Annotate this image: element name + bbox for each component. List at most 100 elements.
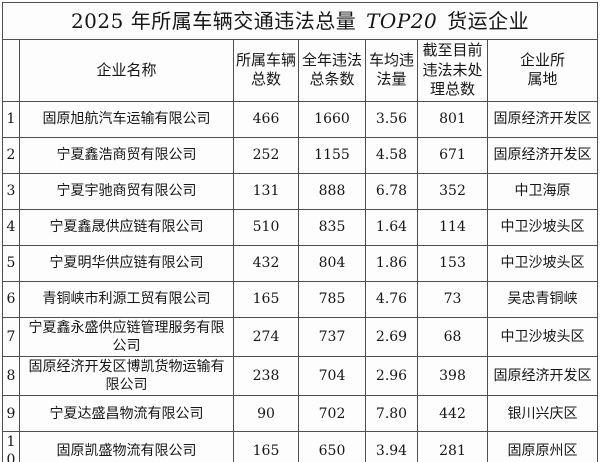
- header-company-name: 企业名称: [19, 39, 234, 102]
- title-suffix: 货运企业: [440, 9, 530, 33]
- header-vehicle-total: 所属车辆 总数: [233, 39, 299, 102]
- table-row: 6 青铜峡市利源工贸有限公司 165 785 4.76 73 吴忠青铜峡: [2, 280, 599, 318]
- annual-violations-cell: 1155: [298, 136, 366, 174]
- table-row: 9 宁夏达盛昌物流有限公司 90 702 7.80 442 银川兴庆区: [2, 395, 599, 433]
- location-cell: 中卫沙坡头区: [486, 244, 599, 282]
- rank-cell: 4: [2, 208, 20, 246]
- company-name-cell: 青铜峡市利源工贸有限公司: [19, 280, 234, 318]
- header-line: 所属车辆: [236, 50, 297, 69]
- vehicle-total-cell: 90: [233, 395, 299, 433]
- header-line: 总条数: [309, 70, 355, 89]
- header-line: 理总数: [429, 80, 475, 98]
- rank-cell: 1: [2, 100, 20, 138]
- header-line: 违法未处: [422, 60, 483, 79]
- rank-cell: 10: [2, 431, 20, 462]
- per-vehicle-cell: 3.56: [365, 100, 418, 138]
- company-name-cell: 宁夏达盛昌物流有限公司: [19, 395, 234, 433]
- location-cell: 银川兴庆区: [486, 395, 599, 433]
- rank-cell: 9: [2, 395, 20, 433]
- annual-violations-cell: 835: [298, 208, 366, 246]
- header-per-vehicle: 车均违 法量: [365, 39, 418, 102]
- unprocessed-cell: 153: [417, 244, 488, 282]
- unprocessed-cell: 114: [417, 208, 488, 246]
- annual-violations-cell: 785: [298, 280, 366, 318]
- header-line: 属地: [527, 70, 558, 89]
- unprocessed-cell: 68: [417, 316, 488, 357]
- table-row: 10 固原凯盛物流有限公司 165 650 3.94 281 固原原州区: [2, 431, 599, 462]
- unprocessed-cell: 442: [417, 395, 488, 433]
- location-cell: 吴忠青铜峡: [486, 280, 599, 318]
- vehicle-total-cell: 165: [233, 431, 299, 462]
- unprocessed-cell: 398: [417, 355, 488, 397]
- table-row: 7 宁夏鑫永盛供应链管理服务有限公司 274 737 2.69 68 中卫沙坡头…: [2, 316, 599, 357]
- company-name-cell: 宁夏明华供应链有限公司: [19, 244, 234, 282]
- vehicle-total-cell: 274: [233, 316, 299, 357]
- location-cell: 中卫沙坡头区: [486, 208, 599, 246]
- table-body: 1 固原旭航汽车运输有限公司 466 1660 3.56 801 固原经济开发区…: [2, 100, 599, 462]
- vehicle-total-cell: 510: [233, 208, 299, 246]
- company-name-cell: 宁夏鑫晟供应链有限公司: [19, 208, 234, 246]
- unprocessed-cell: 801: [417, 100, 488, 138]
- per-vehicle-cell: 1.86: [365, 244, 418, 282]
- table-row: 1 固原旭航汽车运输有限公司 466 1660 3.56 801 固原经济开发区: [2, 100, 599, 138]
- location-cell: 固原原州区: [486, 431, 599, 462]
- title-top20: TOP20: [366, 9, 438, 33]
- rank-cell: 2: [2, 136, 20, 174]
- location-cell: 中卫海原: [486, 172, 599, 210]
- header-line: 企业所: [520, 50, 566, 69]
- table-row: 4 宁夏鑫晟供应链有限公司 510 835 1.64 114 中卫沙坡头区: [2, 208, 599, 246]
- rank-cell: 3: [2, 172, 20, 210]
- unprocessed-cell: 671: [417, 136, 488, 174]
- per-vehicle-cell: 2.96: [365, 355, 418, 397]
- vehicle-total-cell: 466: [233, 100, 299, 138]
- per-vehicle-cell: 6.78: [365, 172, 418, 210]
- location-cell: 固原经济开发区: [486, 355, 599, 397]
- header-line: 车均违: [368, 50, 414, 69]
- header-location: 企业所 属地: [486, 39, 599, 102]
- location-cell: 固原经济开发区: [486, 100, 599, 138]
- rank-cell: 6: [2, 280, 20, 318]
- annual-violations-cell: 804: [298, 244, 366, 282]
- rank-cell: 7: [2, 316, 20, 357]
- vehicle-total-cell: 432: [233, 244, 299, 282]
- per-vehicle-cell: 2.69: [365, 316, 418, 357]
- vehicle-total-cell: 131: [233, 172, 299, 210]
- per-vehicle-cell: 3.94: [365, 431, 418, 462]
- per-vehicle-cell: 4.76: [365, 280, 418, 318]
- annual-violations-cell: 737: [298, 316, 366, 357]
- table-row: 2 宁夏鑫浩商贸有限公司 252 1155 4.58 671 固原经济开发区: [2, 136, 599, 174]
- location-cell: 固原经济开发区: [486, 136, 599, 174]
- unprocessed-cell: 352: [417, 172, 488, 210]
- header-line: 法量: [376, 70, 407, 89]
- header-unprocessed: 截至目前 违法未处 理总数: [417, 39, 488, 102]
- header-annual-violations: 全年违法 总条数: [298, 39, 366, 102]
- unprocessed-cell: 281: [417, 431, 488, 462]
- rank-cell: 5: [2, 244, 20, 282]
- header-line: 截至目前: [422, 41, 483, 59]
- company-name-cell: 固原旭航汽车运输有限公司: [19, 100, 234, 138]
- company-name-cell: 固原凯盛物流有限公司: [19, 431, 234, 462]
- annual-violations-cell: 888: [298, 172, 366, 210]
- table-row: 3 宁夏宇驰商贸有限公司 131 888 6.78 352 中卫海原: [2, 172, 599, 210]
- header-line: 总数: [250, 70, 281, 89]
- company-name-cell: 固原经济开发区博凯货物运输有限公司: [19, 355, 234, 397]
- vehicle-total-cell: 252: [233, 136, 299, 174]
- page-title: 2025 年所属车辆交通违法总量 TOP20 货运企业: [1, 2, 599, 40]
- annual-violations-cell: 1660: [298, 100, 366, 138]
- table-row: 5 宁夏明华供应链有限公司 432 804 1.86 153 中卫沙坡头区: [2, 244, 599, 282]
- title-prefix: 2025 年所属车辆交通违法总量: [70, 9, 364, 33]
- company-name-cell: 宁夏宇驰商贸有限公司: [19, 172, 234, 210]
- per-vehicle-cell: 4.58: [365, 136, 418, 174]
- annual-violations-cell: 650: [298, 431, 366, 462]
- title-row: 2025 年所属车辆交通违法总量 TOP20 货运企业: [1, 2, 599, 40]
- unprocessed-cell: 73: [417, 280, 488, 318]
- rank-cell: 8: [2, 355, 20, 397]
- table-row: 8 固原经济开发区博凯货物运输有限公司 238 704 2.96 398 固原经…: [2, 355, 599, 397]
- location-cell: 中卫沙坡头区: [486, 316, 599, 357]
- annual-violations-cell: 702: [298, 395, 366, 433]
- company-name-cell: 宁夏鑫永盛供应链管理服务有限公司: [19, 316, 234, 357]
- annual-violations-cell: 704: [298, 355, 366, 397]
- vehicle-total-cell: 165: [233, 280, 299, 318]
- per-vehicle-cell: 7.80: [365, 395, 418, 433]
